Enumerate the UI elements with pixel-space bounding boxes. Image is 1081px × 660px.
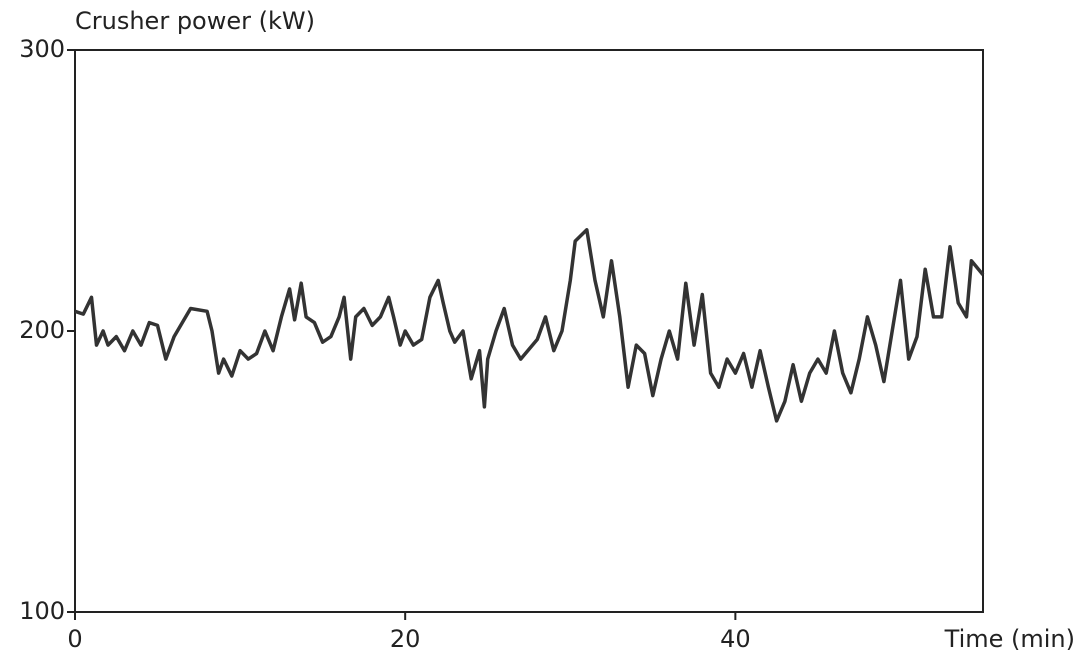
x-tick-label: 40 <box>720 625 751 653</box>
x-tick-label: 0 <box>67 625 82 653</box>
y-tick-label: 200 <box>19 316 65 344</box>
x-tick-label: 20 <box>390 625 421 653</box>
y-axis-label: Crusher power (kW) <box>75 7 315 35</box>
x-axis-label: Time (min) <box>944 625 1075 653</box>
data-line <box>74 228 985 423</box>
y-tick-label: 300 <box>19 35 65 63</box>
y-tick-label: 100 <box>19 597 65 625</box>
